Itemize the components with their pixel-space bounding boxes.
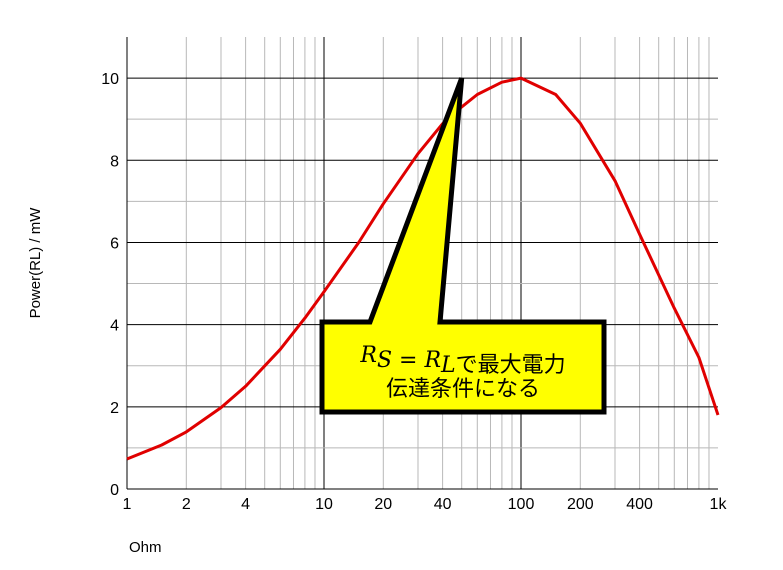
y-tick-label: 2 — [110, 400, 119, 417]
tick-labels: 1 2 4 10 20 40 100 200 400 1k 0 2 4 6 8 10 — [101, 71, 727, 513]
x-tick-label: 1 — [123, 496, 132, 513]
x-tick-label: 2 — [182, 496, 191, 513]
callout-line2: 伝達条件になる — [386, 377, 540, 402]
x-tick-label: 4 — [241, 496, 250, 513]
x-tick-label: 20 — [374, 496, 392, 513]
callout-line1: RS = RLで最大電力 — [359, 343, 565, 378]
y-axis-label: Power(RL) / mW — [27, 207, 44, 319]
y-tick-label: 8 — [110, 153, 119, 170]
x-tick-label: 40 — [434, 496, 452, 513]
x-tick-label: 400 — [626, 496, 653, 513]
y-tick-label: 10 — [101, 71, 119, 88]
x-tick-label: 100 — [508, 496, 535, 513]
y-tick-label: 0 — [110, 482, 119, 499]
y-tick-label: 6 — [110, 235, 119, 252]
callout-bubble — [319, 77, 607, 415]
x-axis-label: Ohm — [129, 539, 162, 556]
callout: RS = RLで最大電力 伝達条件になる — [319, 77, 607, 415]
y-tick-label: 4 — [110, 318, 119, 335]
x-tick-label: 10 — [315, 496, 333, 513]
x-tick-label: 1k — [710, 496, 728, 513]
x-tick-label: 200 — [567, 496, 594, 513]
